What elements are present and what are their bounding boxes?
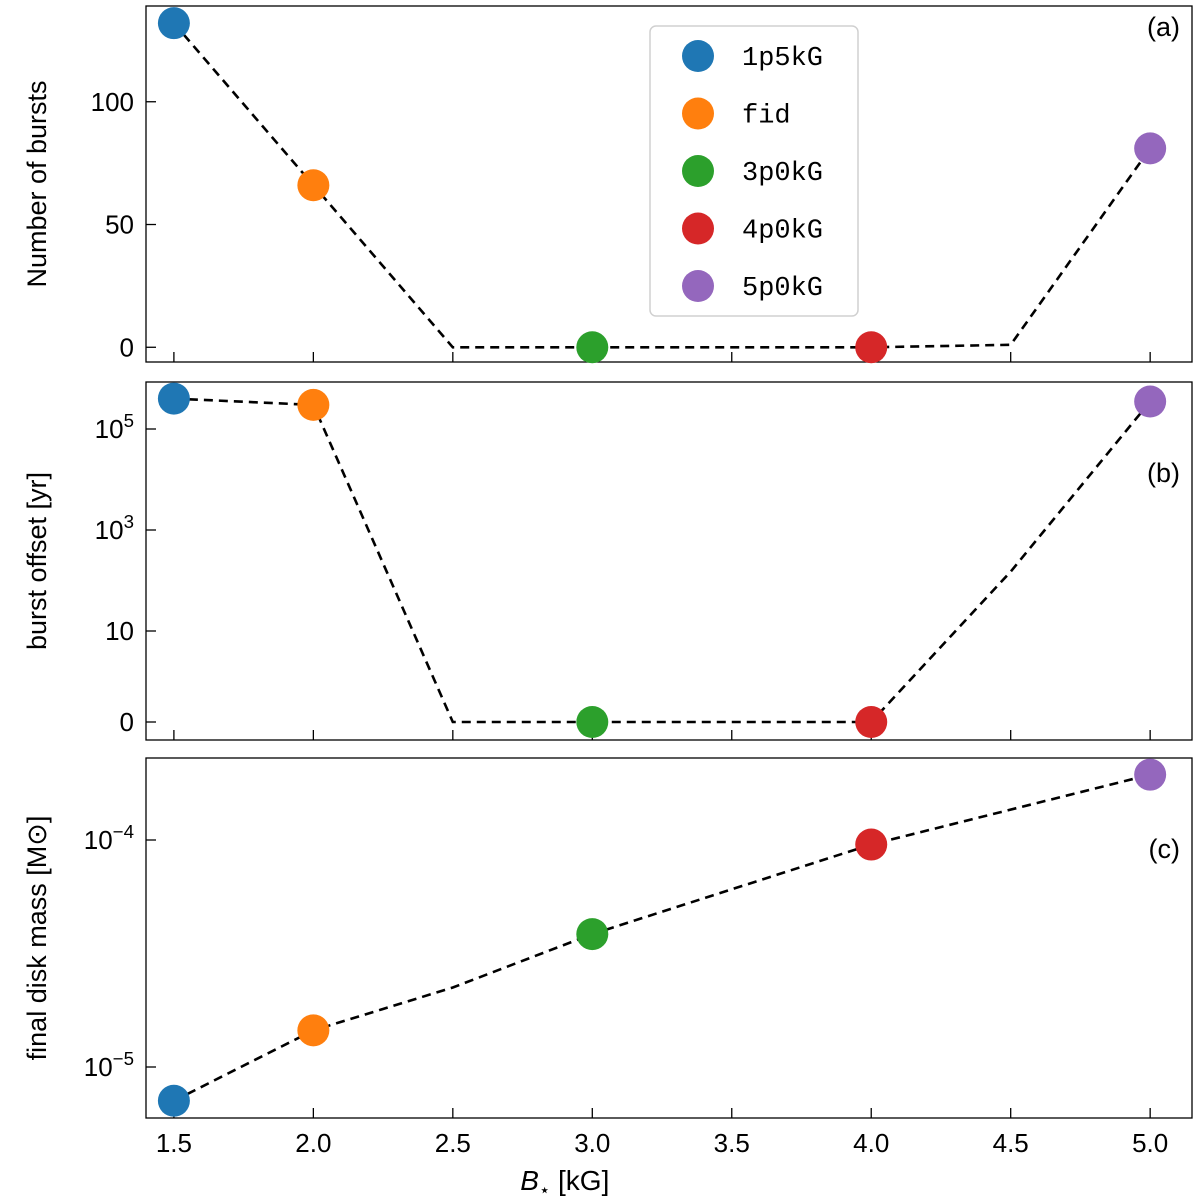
data-point-4p0kG xyxy=(855,828,888,861)
data-point-fid xyxy=(297,1014,330,1047)
legend-label: fid xyxy=(742,102,791,132)
legend-marker-5p0kG xyxy=(682,270,714,302)
x-tick-label: 4.0 xyxy=(853,1128,889,1158)
y-axis-label: final disk mass [M⊙] xyxy=(22,816,52,1061)
y-tick-label: 10−5 xyxy=(84,1048,134,1082)
panel-label: (c) xyxy=(1149,834,1180,864)
data-point-fid xyxy=(297,169,330,202)
legend-label: 3p0kG xyxy=(742,159,823,189)
panel-a: 0 50 100 Number of bursts (a) xyxy=(22,5,1193,364)
data-point-5p0kG xyxy=(1134,758,1167,791)
y-tick-label: 0 xyxy=(120,332,134,362)
data-point-1p5kG xyxy=(157,1084,190,1117)
legend: 1p5kG fid 3p0kG 4p0kG 5p0kG xyxy=(649,25,859,317)
y-tick-label: 10−4 xyxy=(84,821,134,855)
x-tick-label: 2.5 xyxy=(435,1128,471,1158)
data-point-5p0kG xyxy=(1134,385,1167,418)
y-tick-label: 10 xyxy=(105,616,134,646)
y-tick-label: 0 xyxy=(120,707,134,737)
data-point-fid xyxy=(297,388,330,421)
legend-label: 5p0kG xyxy=(742,274,823,304)
data-point-3p0kG xyxy=(576,918,609,951)
x-tick-label: 3.5 xyxy=(714,1128,750,1158)
data-point-1p5kG xyxy=(157,382,190,415)
y-tick-label: 105 xyxy=(95,410,134,444)
y-tick-label: 100 xyxy=(91,87,134,117)
dashed-trend-line xyxy=(173,773,1151,1102)
data-point-3p0kG xyxy=(576,706,609,738)
panel-label: (a) xyxy=(1147,12,1180,42)
plot-frame xyxy=(145,757,1193,1119)
data-point-3p0kG xyxy=(576,331,609,364)
data-point-5p0kG xyxy=(1134,132,1167,165)
plot-frame xyxy=(145,381,1193,741)
data-point-4p0kG xyxy=(855,706,888,738)
x-axis: 1.5 2.0 2.5 3.0 3.5 4.0 4.5 5.0 B⋆ [kG] xyxy=(156,1128,1168,1200)
x-tick-label: 3.0 xyxy=(574,1128,610,1158)
data-point-4p0kG xyxy=(855,331,888,364)
legend-marker-4p0kG xyxy=(682,212,714,245)
y-axis-label: Number of bursts xyxy=(22,80,52,287)
legend-marker-3p0kG xyxy=(682,155,714,187)
plot-frame xyxy=(145,5,1193,363)
x-tick-label: 4.5 xyxy=(993,1128,1029,1158)
y-tick-label: 50 xyxy=(105,210,134,240)
panel-label: (b) xyxy=(1147,458,1180,488)
legend-label: 4p0kG xyxy=(742,217,823,247)
dashed-trend-line xyxy=(173,397,1152,724)
x-tick-label: 2.0 xyxy=(295,1128,331,1158)
panel-c: 10−5 10−4 final disk mass [M⊙] (c) xyxy=(22,757,1193,1119)
x-axis-label: B⋆ [kG] xyxy=(520,1165,609,1200)
x-tick-label: 5.0 xyxy=(1132,1128,1168,1158)
x-tick-label: 1.5 xyxy=(156,1128,192,1158)
legend-label: 1p5kG xyxy=(742,44,823,74)
legend-marker-1p5kG xyxy=(682,40,714,72)
y-axis-label: burst offset [yr] xyxy=(22,472,52,650)
data-point-1p5kG xyxy=(157,7,190,40)
y-tick-label: 103 xyxy=(95,511,134,545)
panel-b: 0 10 103 105 burst offset [yr] (b) xyxy=(22,381,1193,741)
legend-marker-fid xyxy=(682,97,714,130)
